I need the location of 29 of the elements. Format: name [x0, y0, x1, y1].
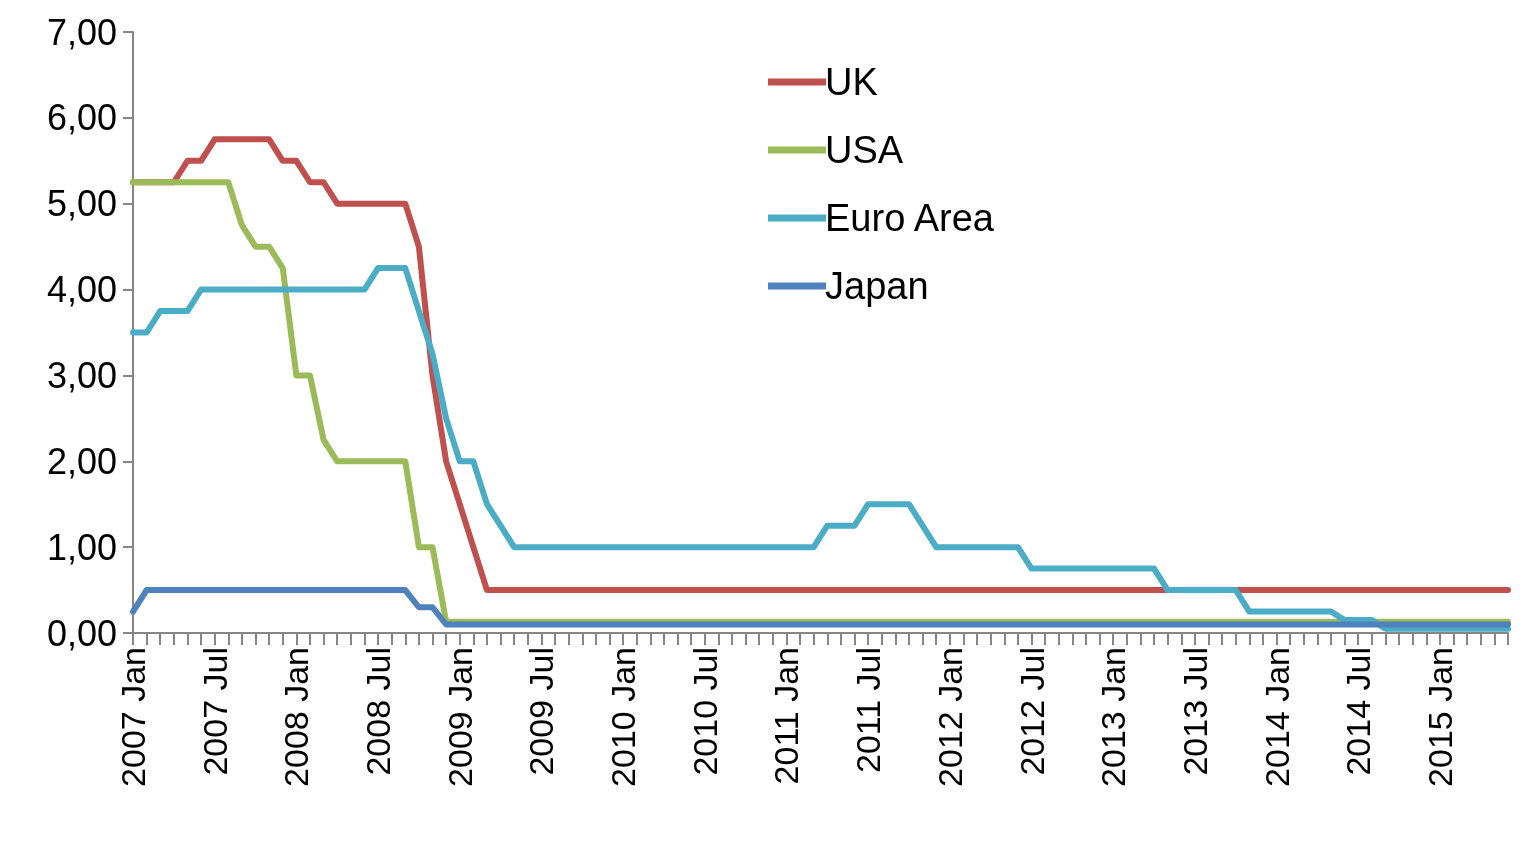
y-tick-label: 3,00: [46, 354, 117, 396]
x-tick-label: 2012 Jul: [1012, 647, 1051, 776]
y-tick-label: 0,00: [46, 612, 117, 654]
x-tick-label: 2014 Jan: [1257, 647, 1296, 787]
y-tick-label: 1,00: [46, 526, 117, 568]
y-tick-label: 5,00: [46, 183, 117, 225]
x-tick-label: 2013 Jul: [1175, 647, 1214, 776]
x-tick-label: 2010 Jul: [685, 647, 724, 776]
legend-label: USA: [825, 129, 904, 171]
x-tick-label: 2009 Jul: [522, 647, 561, 776]
x-tick-label: 2008 Jan: [277, 647, 316, 787]
y-tick-label: 7,00: [46, 11, 117, 53]
y-tick-label: 6,00: [46, 97, 117, 139]
x-tick-label: 2008 Jul: [359, 647, 398, 776]
x-tick-label: 2015 Jan: [1420, 647, 1459, 787]
x-tick-label: 2007 Jan: [114, 647, 152, 787]
x-tick-label: 2009 Jan: [440, 647, 479, 787]
x-tick-label: 2007 Jul: [195, 647, 234, 776]
x-tick-label: 2011 Jan: [767, 647, 806, 785]
x-tick-label: 2014 Jul: [1339, 647, 1378, 776]
x-tick-label: 2011 Jul: [849, 647, 888, 774]
x-tick-label: 2010 Jan: [604, 647, 643, 787]
y-tick-label: 2,00: [46, 440, 117, 482]
legend-label: Euro Area: [825, 197, 995, 239]
legend-label: UK: [825, 61, 878, 103]
x-tick-label: 2012 Jan: [930, 647, 969, 787]
legend-label: Japan: [825, 265, 929, 307]
x-tick-label: 2013 Jan: [1094, 647, 1133, 787]
y-tick-label: 4,00: [46, 269, 117, 311]
